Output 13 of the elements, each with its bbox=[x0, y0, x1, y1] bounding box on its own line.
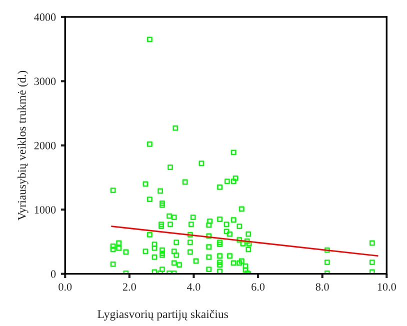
x-tick-label: 6.0 bbox=[252, 283, 265, 291]
x-tick-label: 4.0 bbox=[187, 283, 200, 291]
x-tick-label: 2.0 bbox=[122, 283, 136, 291]
y-tick-label: 4000 bbox=[34, 13, 56, 21]
y-tick-label: 1000 bbox=[34, 206, 56, 214]
x-axis-title: Lygiasvorių partijų skaičius bbox=[98, 310, 228, 321]
y-tick-label: 2000 bbox=[34, 142, 56, 150]
x-tick-label: 0.0 bbox=[58, 283, 72, 291]
y-tick-label: 3000 bbox=[34, 78, 56, 86]
y-axis-title: Vyriausybių veiklos trukmė (d.) bbox=[18, 70, 28, 220]
x-tick-label: 8.0 bbox=[316, 283, 329, 291]
x-tick-label: 10.0 bbox=[378, 283, 396, 291]
y-tick-label: 0 bbox=[50, 270, 56, 278]
